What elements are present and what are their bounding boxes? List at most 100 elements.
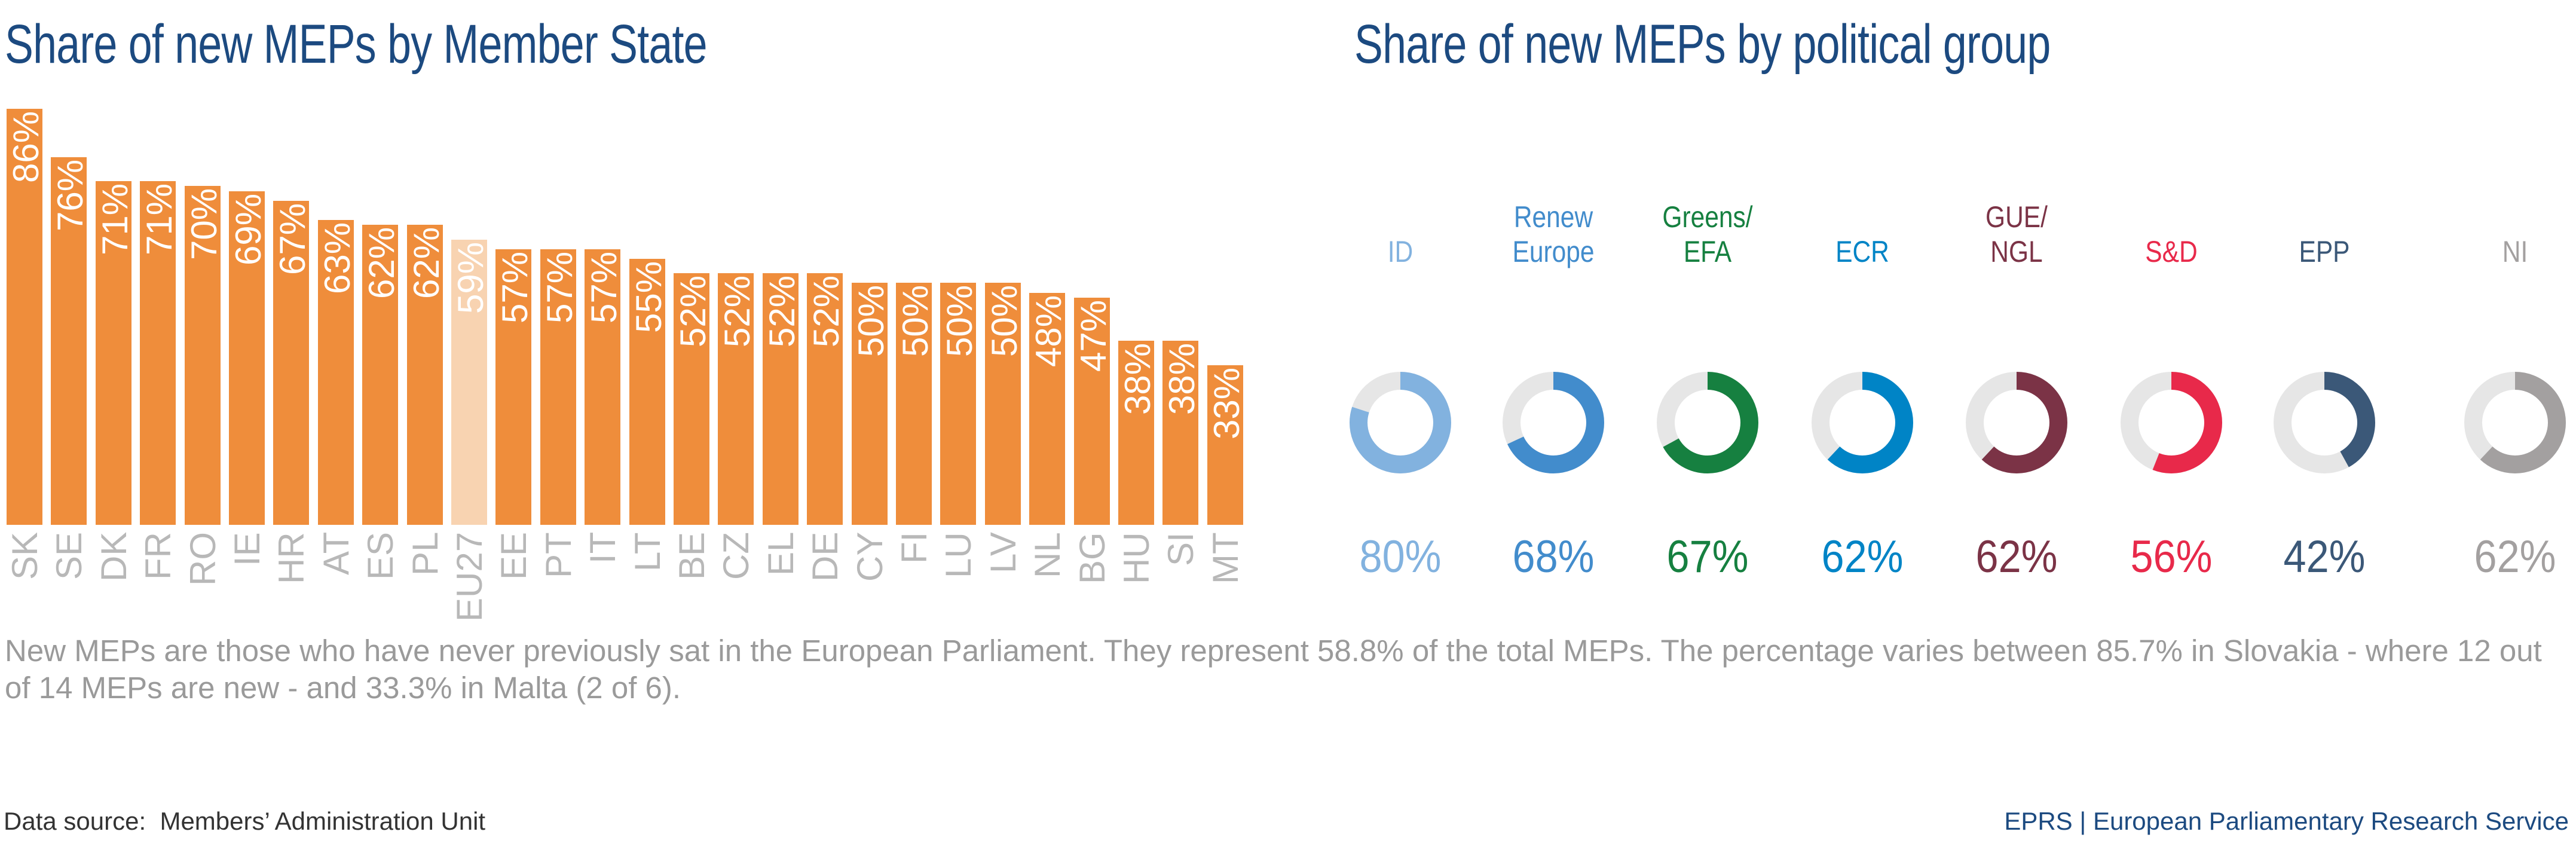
group-percentage: 56% <box>2130 531 2213 582</box>
group-name-line: S&D <box>2145 235 2198 268</box>
donut <box>2274 372 2375 473</box>
bar-IE <box>229 191 265 525</box>
group-ecr: ECR 62% <box>1785 0 1940 598</box>
bar-IT <box>585 249 621 525</box>
caption: New MEPs are those who have never previo… <box>5 634 2542 705</box>
group-name-line: GUE/ <box>1985 200 2048 234</box>
bar-value-label: 38% <box>1162 343 1203 415</box>
bar-HR <box>273 200 310 525</box>
bar-SI <box>1162 341 1199 525</box>
category-label: LT <box>627 532 668 571</box>
category-label: PL <box>405 531 445 576</box>
category-label: BE <box>672 531 712 580</box>
bar-EU27 <box>451 239 487 525</box>
group-name-line: ID <box>1387 235 1414 268</box>
bar-value-label: 50% <box>850 285 891 357</box>
category-label: LU <box>938 532 979 578</box>
category-label: LV <box>983 532 1023 573</box>
group-name: ECR <box>1797 179 1929 269</box>
category-label: ES <box>360 531 401 580</box>
group-name-line: ECR <box>1835 235 1889 268</box>
bar-NL <box>1029 292 1066 525</box>
credit: EPRS | European Parliamentary Research S… <box>2004 807 2569 835</box>
donut-arc <box>1657 372 1758 473</box>
category-label: BG <box>1072 532 1112 584</box>
group-name-line <box>2259 200 2391 234</box>
bar-value-label: 86% <box>6 111 46 183</box>
group-percentage: 80% <box>1359 531 1442 582</box>
bar-DE <box>807 273 843 525</box>
bar-FR <box>140 181 176 525</box>
group-name: Renew Europe <box>1488 179 1620 269</box>
group-percentage: 62% <box>1975 531 2058 582</box>
bar-CZ <box>718 273 754 525</box>
group-name-line: Renew <box>1513 200 1593 234</box>
donut-arc <box>2464 372 2566 473</box>
bar-FI <box>896 283 932 525</box>
group-name-line: NGL <box>1990 235 2043 268</box>
category-label: DE <box>805 531 846 582</box>
group-name-line: EPP <box>2299 235 2350 268</box>
bar-value-label: 50% <box>984 285 1024 357</box>
bar-PL <box>406 225 443 525</box>
bar-RO <box>184 186 221 525</box>
category-label: HU <box>1116 532 1157 584</box>
bar-LT <box>629 258 665 525</box>
group-percentage: 67% <box>1666 531 1749 582</box>
category-label: RO <box>182 532 223 586</box>
bar-EL <box>762 273 799 525</box>
category-label: CY <box>849 531 890 582</box>
group-name-line: Greens/ <box>1662 200 1753 234</box>
bar-value-label: 71% <box>94 184 135 256</box>
category-label: NL <box>1027 532 1068 578</box>
category-label: EL <box>760 531 801 576</box>
data-source: Data source: Members’ Administration Uni… <box>4 807 486 835</box>
political-group-chart-title: Share of new MEPs by political group <box>1354 14 2051 75</box>
bar-value-label: 52% <box>717 276 758 348</box>
group-greens-efa: Greens/EFA 67% <box>1630 0 1785 598</box>
bar-value-label: 70% <box>183 188 224 261</box>
bar-HU <box>1118 341 1154 525</box>
group-name: S&D <box>2106 179 2238 269</box>
category-label: DK <box>93 531 134 582</box>
group-percentage: 62% <box>2474 531 2556 582</box>
donut-arc <box>2274 372 2375 473</box>
member-state-chart-title: Share of new MEPs by Member State <box>5 14 708 75</box>
group-name: NI <box>2449 179 2576 269</box>
bar-value-label: 71% <box>139 184 180 256</box>
group-percentage: 62% <box>1821 531 1904 582</box>
group-percentage: 68% <box>1512 531 1595 582</box>
bar-value-label: 52% <box>761 276 802 348</box>
bar-value-label: 57% <box>584 251 625 323</box>
group-name-line <box>1335 200 1467 234</box>
bar-value-label: 47% <box>1073 299 1113 372</box>
category-label: AT <box>316 531 356 575</box>
group-name-line: Europe <box>1512 235 1595 268</box>
group-id: ID 80% <box>1323 0 1478 598</box>
donut-arc <box>1503 372 1604 473</box>
bar-SK <box>7 109 42 525</box>
bar-SE <box>51 157 87 525</box>
bar-value-label: 50% <box>940 285 980 357</box>
donut <box>1966 372 2067 473</box>
member-state-bar-chart: 86% SK 76% SE 71% DK 71% FR 70% RO 69% IE 67% HR 63% AT… <box>0 0 1255 622</box>
group-name-line <box>1797 200 1929 234</box>
bar-PT <box>540 249 576 525</box>
bar-MT <box>1207 365 1243 525</box>
bar-value-label: 48% <box>1029 295 1069 367</box>
bar-value-label: 67% <box>273 203 313 275</box>
bar-ES <box>362 225 399 525</box>
bar-value-label: 33% <box>1206 367 1247 439</box>
group-gue-ngl: GUE/NGL 62% <box>1939 0 2094 598</box>
group-percentage: 42% <box>2283 531 2366 582</box>
bar-value-label: 76% <box>50 159 91 231</box>
bar-value-label: 69% <box>228 193 268 265</box>
donut-arc <box>2121 372 2222 473</box>
category-label: EU27 <box>449 531 489 622</box>
bar-BG <box>1073 297 1110 525</box>
bar-value-label: 63% <box>317 222 357 295</box>
bar-value-label: 57% <box>495 251 536 323</box>
donut-arc <box>1966 372 2067 473</box>
category-label: CZ <box>716 532 757 580</box>
category-label: MT <box>1205 532 1246 584</box>
